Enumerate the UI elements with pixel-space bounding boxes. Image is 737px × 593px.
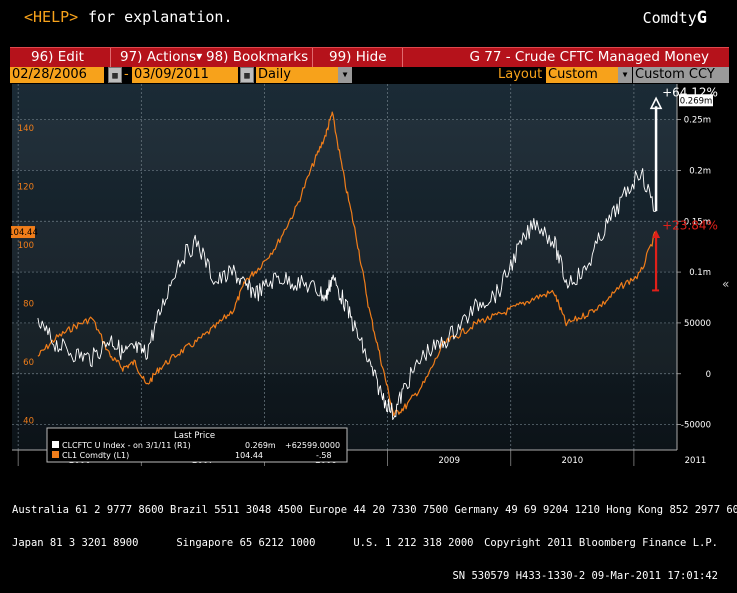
chart-controls: 02/28/2006 ▦ - 03/09/2011 ▦ Daily ▼ Layo… xyxy=(10,67,729,83)
date-range-dash: - xyxy=(124,67,129,82)
plot-band xyxy=(12,221,677,272)
y-right-tick-label: 0.2m xyxy=(689,166,711,176)
calendar-icon[interactable]: ▦ xyxy=(108,67,122,83)
y-left-tick-label: 80 xyxy=(23,300,34,310)
x-tick-label: 2010 xyxy=(562,456,584,466)
series-lines xyxy=(37,111,657,421)
help-text: for explanation. xyxy=(88,8,233,26)
gridlines xyxy=(12,84,677,450)
y-right-tick-label: 0.25m xyxy=(684,116,711,126)
period-select[interactable]: Daily xyxy=(256,67,338,83)
y-right-tick-label: 0.15m xyxy=(684,217,711,227)
layout-select[interactable]: Custom xyxy=(546,67,618,83)
legend-box xyxy=(46,427,348,463)
series-line xyxy=(37,111,657,417)
custom-ccy-select[interactable]: Custom CCY xyxy=(633,67,729,83)
legend-swatch-cl1 xyxy=(52,451,59,458)
legend: Last Price CLCFTC U Index - on 3/1/11 (R… xyxy=(46,427,348,463)
chevron-down-icon[interactable]: ▼ xyxy=(618,67,632,83)
hide-menu-label: 99) Hide xyxy=(329,49,387,65)
footer-line-2: Japan 81 3 3201 8900 Singapore 65 6212 1… xyxy=(12,538,732,549)
y-right-tick-label: 0.1m xyxy=(689,268,711,278)
y-left-tick-label: 140 xyxy=(18,124,34,134)
plot-area xyxy=(12,84,677,450)
layout-label: Layout xyxy=(498,67,543,82)
menu-separator xyxy=(312,48,313,67)
footer-contacts-line-2: Japan 81 3 3201 8900 Singapore 65 6212 1… xyxy=(12,537,474,549)
function-letter: G xyxy=(696,8,707,28)
right-last-value-tag xyxy=(679,94,713,107)
y-left-tick-label: 40 xyxy=(23,417,34,427)
x-tick-label: 2011 xyxy=(685,456,707,466)
footer-copyright: Copyright 2011 Bloomberg Finance L.P. xyxy=(484,537,718,549)
market-sector-label: ComdtyG xyxy=(643,8,707,28)
bookmarks-menu-label: 98) Bookmarks xyxy=(206,49,309,65)
menu-bar: 96) Edit 97) Actions▼ 98) Bookmarks 99) … xyxy=(10,47,729,67)
right-last-value: 0.269m xyxy=(680,96,713,106)
edit-menu[interactable]: 96) Edit xyxy=(31,49,84,65)
annotations: +64.12%+23.84%104.440.269m xyxy=(8,85,718,292)
actions-menu-label: 97) Actions xyxy=(120,49,197,65)
end-date-field[interactable]: 03/09/2011 xyxy=(132,67,238,83)
left-last-value-tag xyxy=(11,226,35,239)
footer-contacts-line: Australia 61 2 9777 8600 Brazil 5511 304… xyxy=(12,504,737,516)
y-left-tick-label: 100 xyxy=(18,241,34,251)
legend-label-cl1: CL1 Comdty (L1) xyxy=(62,451,129,460)
y-right-tick-label: 50000 xyxy=(684,319,711,329)
red-change-label: +23.84% xyxy=(662,218,718,232)
legend-label-cftc: CLCFTC U Index - on 3/1/11 (R1) xyxy=(62,441,191,450)
series-line xyxy=(37,168,657,421)
legend-change-cftc: +62599.0000 xyxy=(285,441,340,450)
help-key[interactable]: <HELP> xyxy=(24,8,79,26)
scroll-arrow-icon[interactable]: « xyxy=(722,277,729,291)
footer: Australia 61 2 9777 8600 Brazil 5511 304… xyxy=(12,483,737,593)
legend-swatch-cftc xyxy=(52,441,59,448)
bookmarks-menu[interactable]: 98) Bookmarks xyxy=(206,49,308,65)
plot-band xyxy=(12,323,677,374)
plot-band xyxy=(12,120,677,171)
actions-menu[interactable]: 97) Actions▼ xyxy=(120,49,202,65)
legend-change-cl1: -.58 xyxy=(316,451,332,460)
brand-text: Comdty xyxy=(642,9,697,27)
menu-separator xyxy=(402,48,403,67)
legend-header: Last Price xyxy=(174,431,215,441)
start-date-field[interactable]: 02/28/2006 xyxy=(10,67,104,83)
left-last-value: 104.44 xyxy=(8,228,38,238)
hide-menu[interactable]: 99) Hide xyxy=(329,49,387,65)
chevron-down-icon[interactable]: ▼ xyxy=(338,67,352,83)
menu-separator xyxy=(110,48,111,67)
y-left-tick-label: 120 xyxy=(18,182,34,192)
x-tick-label: 2009 xyxy=(438,456,460,466)
bloomberg-command-line: <HELP> for explanation. ComdtyG xyxy=(0,0,737,36)
chevron-down-icon: ▼ xyxy=(196,52,203,61)
legend-value-cl1: 104.44 xyxy=(235,451,263,460)
price-chart[interactable]: 200620072008200920102011406080100120140-… xyxy=(0,84,737,482)
footer-serial: SN 530579 H433-1330-2 09-Mar-2011 17:01:… xyxy=(452,570,718,582)
page-title: G 77 - Crude CFTC Managed Money xyxy=(469,49,709,65)
arrow-up-icon xyxy=(652,230,661,239)
edit-menu-label: 96) Edit xyxy=(31,49,84,65)
arrow-up-icon xyxy=(649,96,663,110)
y-right-tick-label: 0 xyxy=(706,370,711,380)
footer-line-3: SN 530579 H433-1330-2 09-Mar-2011 17:01:… xyxy=(12,571,732,582)
y-right-tick-label: -50000 xyxy=(681,421,711,431)
calendar-icon[interactable]: ▦ xyxy=(240,67,254,83)
legend-value-cftc: 0.269m xyxy=(245,441,276,450)
y-left-tick-label: 60 xyxy=(23,358,34,368)
